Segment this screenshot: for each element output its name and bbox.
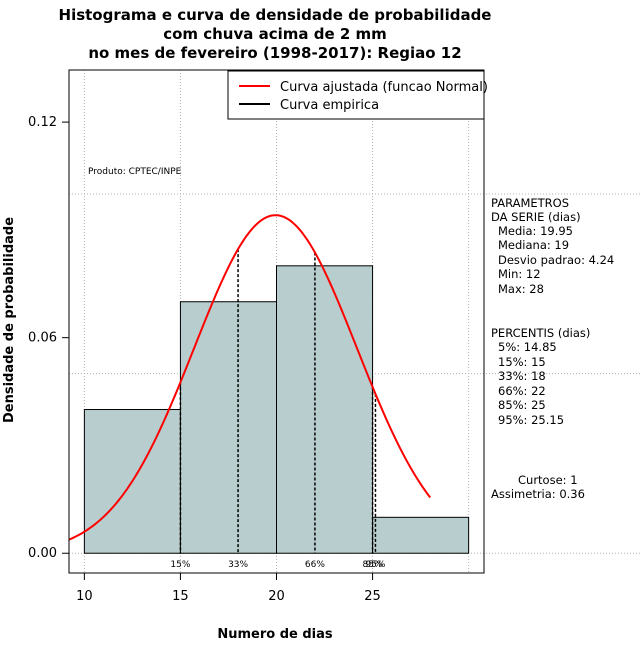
param-max: Max: 28 (498, 282, 544, 296)
param-desvio: Desvio padrao: 4.24 (498, 253, 614, 267)
legend-box (227, 70, 485, 120)
percentile-label-2: 66% (305, 560, 325, 570)
curtose-value: Curtose: 1 (518, 473, 578, 487)
percentil-15: 15%: 15 (498, 355, 546, 369)
histogram-bar-2 (276, 265, 374, 554)
percentil-95: 95%: 25.15 (498, 413, 564, 427)
x-axis-label: Numero de dias (217, 627, 333, 642)
percentil-85: 85%: 25 (498, 398, 546, 412)
percentis-header: PERCENTIS (dias) (491, 326, 590, 340)
y-axis-label: Densidade de probabilidade (2, 217, 17, 423)
percentile-lines: 15% 33% 66% 85%95% (170, 249, 386, 570)
percentil-33: 33%: 18 (498, 369, 546, 383)
parametros-header-1: PARAMETROS (491, 196, 569, 210)
param-min: Min: 12 (498, 267, 541, 281)
percentile-label-0: 15% (170, 560, 190, 570)
product-annotation: Produto: CPTEC/INPE (88, 167, 182, 177)
percentile-label-1: 33% (228, 560, 248, 570)
chart-title-line-3: no mes de fevereiro (1998-2017): Regiao … (88, 44, 461, 62)
y-tick-label-0: 0.00 (28, 546, 57, 561)
assimetria-value: Assimetria: 0.36 (491, 487, 585, 501)
parametros-header-2: DA SERIE (dias) (491, 210, 581, 224)
percentile-label-4: 95% (365, 560, 385, 570)
chart-title-line-1: Histograma e curva de densidade de proba… (59, 6, 492, 24)
y-tick-label-2: 0.12 (28, 115, 57, 130)
x-axis: 10 15 20 25 (76, 572, 381, 604)
percentil-5: 5%: 14.85 (498, 340, 557, 354)
percentil-66: 66%: 22 (498, 384, 546, 398)
percentile-label-3: 85% (363, 560, 383, 570)
normal-curve-path (68, 214, 431, 541)
param-media: Media: 19.95 (498, 224, 573, 238)
y-tick-label-1: 0.06 (28, 331, 57, 346)
y-axis: 0.00 0.06 0.12 (28, 115, 69, 561)
chart-title: Histograma e curva de densidade de proba… (59, 6, 492, 62)
histogram-bar-1 (179, 301, 277, 554)
chart-title-line-2: com chuva acima de 2 mm (163, 25, 387, 43)
legend-label-normal: Curva ajustada (funcao Normal) (280, 80, 488, 95)
x-tick-label-1: 15 (172, 589, 189, 604)
param-mediana: Mediana: 19 (498, 238, 569, 252)
histogram-bar-3 (372, 516, 470, 554)
x-tick-label-3: 25 (364, 589, 381, 604)
x-tick-label-0: 10 (76, 589, 93, 604)
legend-label-empirical: Curva empirica (280, 98, 379, 113)
x-tick-label-2: 20 (268, 589, 285, 604)
legend: Curva ajustada (funcao Normal) Curva emp… (227, 70, 488, 120)
normal-curve (68, 214, 431, 541)
histogram-bars (83, 265, 470, 554)
statistics-panel: PARAMETROS DA SERIE (dias) Media: 19.95 … (491, 196, 614, 501)
